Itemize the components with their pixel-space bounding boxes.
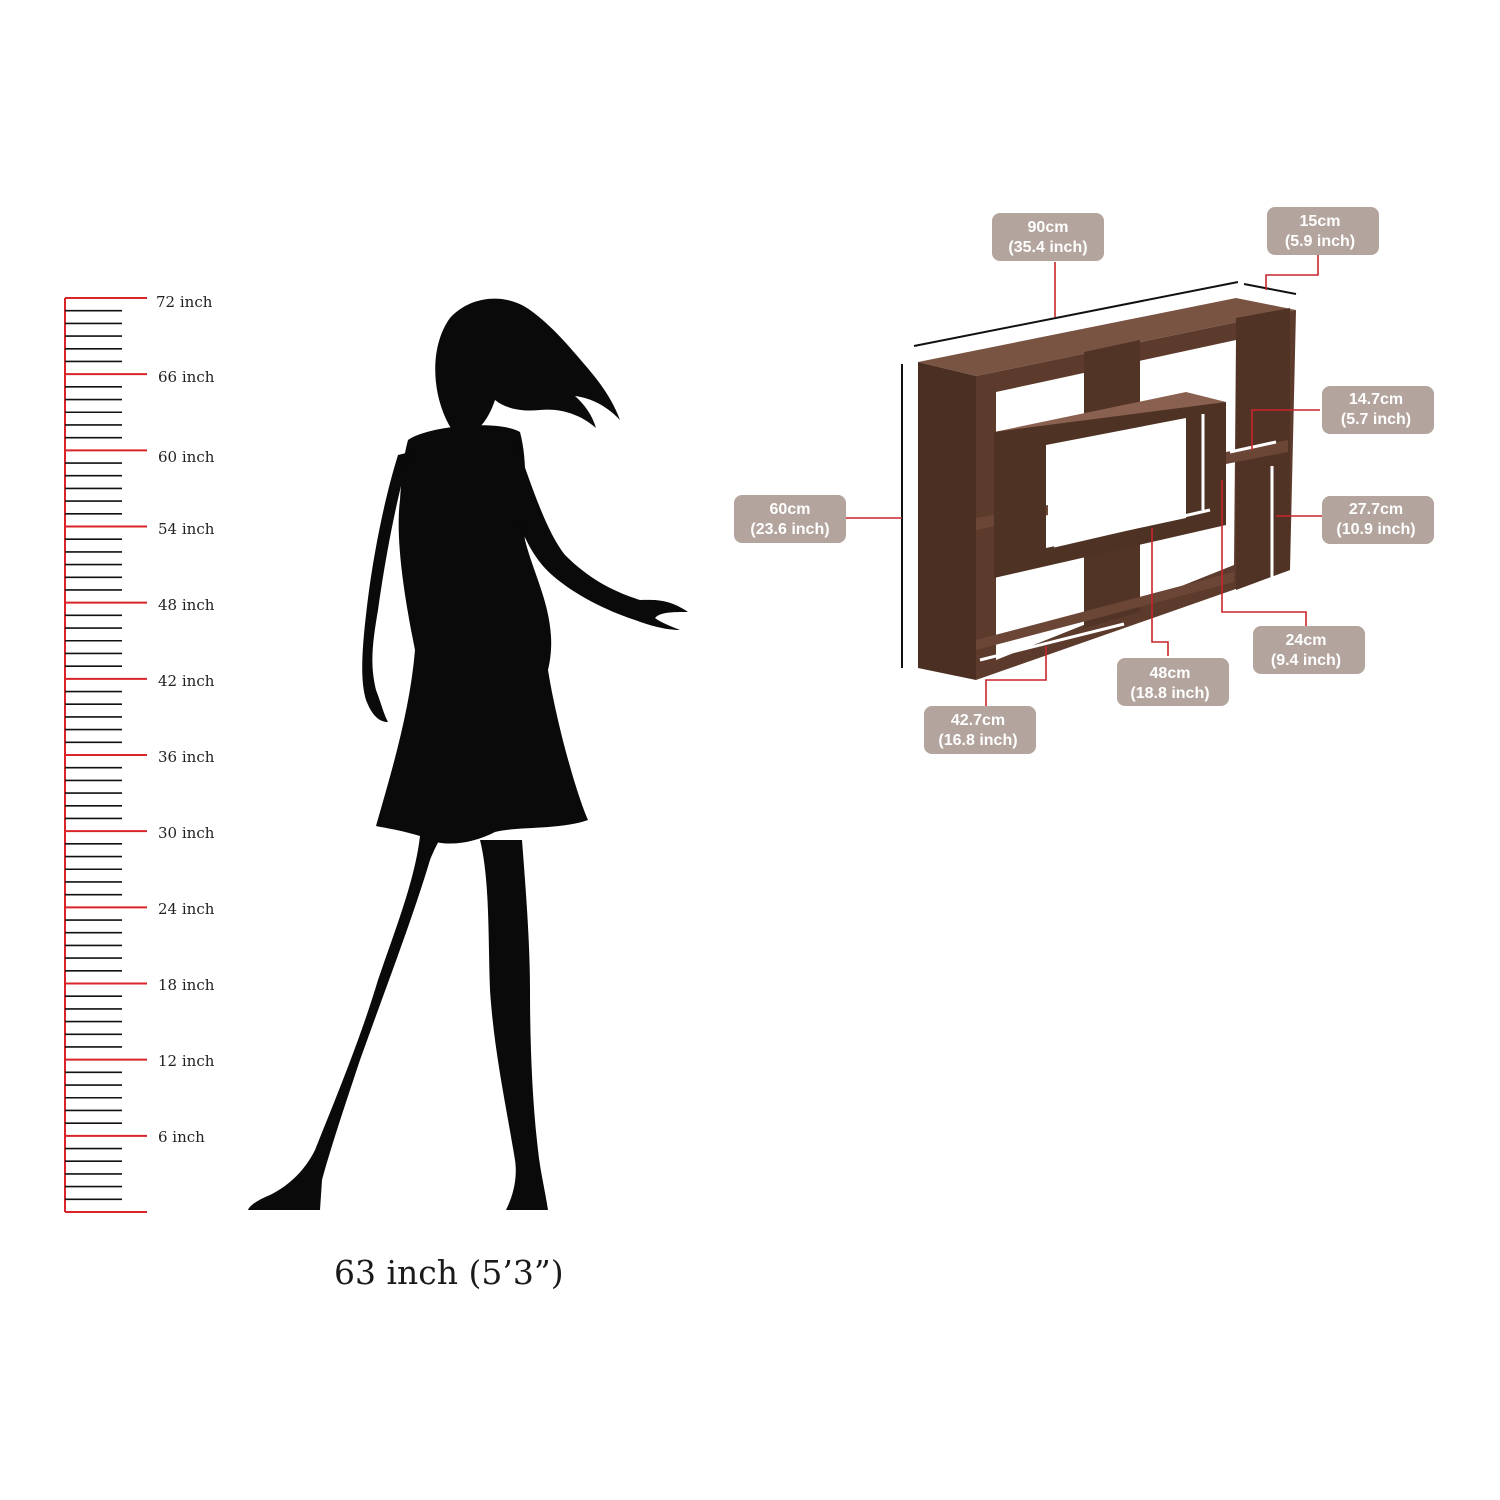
dimension-label-small-compartment: 14.7cm (5.7 inch) (1322, 386, 1434, 434)
dimension-label-inner-height: 24cm (9.4 inch) (1253, 626, 1365, 674)
shelf-bottom-ledge (976, 572, 1234, 650)
height-inch: (23.6 inch) (750, 521, 829, 538)
dimension-arrows (901, 281, 1297, 668)
depth-cm: 15cm (1300, 213, 1341, 230)
bottom-compartment-cm: 42.7cm (951, 712, 1005, 729)
depth-arrow (1243, 283, 1297, 295)
shelf-top-face (918, 298, 1296, 376)
inner-height-cm: 24cm (1286, 632, 1327, 649)
ruler-label-36: 36 inch (158, 748, 215, 766)
ruler-ticks (65, 297, 147, 1213)
ruler-label-30: 30 inch (158, 824, 215, 842)
shelf-left-edge (918, 362, 976, 680)
width-cm: 90cm (1028, 219, 1069, 236)
ruler-label-42: 42 inch (158, 672, 215, 690)
leader-lines (846, 255, 1322, 706)
ruler-label-12: 12 inch (158, 1052, 215, 1070)
right-compartment-inch: (10.9 inch) (1336, 521, 1415, 538)
shelf-center-box (994, 402, 1226, 578)
dimension-label-height: 60cm (23.6 inch) (734, 495, 846, 543)
ruler-label-48: 48 inch (158, 596, 215, 614)
inner-width-arrow (1053, 508, 1211, 548)
ruler-label-6: 6 inch (158, 1128, 205, 1146)
ruler-label-18: 18 inch (158, 976, 215, 994)
dimension-label-inner-width: 48cm (18.8 inch) (1117, 658, 1229, 706)
ruler-label-66: 66 inch (158, 368, 215, 386)
dimension-label-depth: 15cm (5.9 inch) (1267, 207, 1379, 255)
bottom-compartment-arrow (979, 622, 1125, 662)
height-ruler: 72 inch 66 inch 60 inch 54 inch 48 inch … (64, 293, 215, 1213)
shelf-outer-frame (976, 310, 1296, 680)
dimension-label-width: 90cm (35.4 inch) (992, 213, 1104, 261)
depth-inch: (5.9 inch) (1285, 233, 1355, 250)
wall-shelf-illustration: 90cm (35.4 inch) 15cm (5.9 inch) 60cm (2… (734, 207, 1434, 754)
height-cm: 60cm (770, 501, 811, 518)
dimension-label-bottom-compartment: 42.7cm (16.8 inch) (924, 706, 1036, 754)
inner-height-inch: (9.4 inch) (1271, 652, 1341, 669)
ruler-label-60: 60 inch (158, 448, 215, 466)
ruler-label-72: 72 inch (156, 293, 213, 311)
person-height-caption: 63 inch (5’3”) (334, 1253, 564, 1292)
shelf-top-divider (1084, 340, 1140, 418)
right-compartment-cm: 27.7cm (1349, 501, 1403, 518)
small-compartment-arrow (1229, 440, 1277, 454)
bottom-compartment-inch: (16.8 inch) (938, 732, 1017, 749)
inner-dimension-arrows (979, 414, 1277, 662)
shelf-right-shelf (1226, 440, 1288, 464)
inner-width-inch: (18.8 inch) (1130, 685, 1209, 702)
ruler-label-24: 24 inch (158, 900, 215, 918)
ruler-labels: 72 inch 66 inch 60 inch 54 inch 48 inch … (156, 293, 215, 1146)
woman-silhouette-icon (248, 298, 688, 1210)
inner-width-cm: 48cm (1150, 665, 1191, 682)
width-inch: (35.4 inch) (1008, 239, 1087, 256)
dimension-label-right-compartment: 27.7cm (10.9 inch) (1322, 496, 1434, 544)
small-compartment-inch: (5.7 inch) (1341, 411, 1411, 428)
small-compartment-cm: 14.7cm (1349, 391, 1403, 408)
width-arrow (913, 281, 1239, 347)
ruler-label-54: 54 inch (158, 520, 215, 538)
